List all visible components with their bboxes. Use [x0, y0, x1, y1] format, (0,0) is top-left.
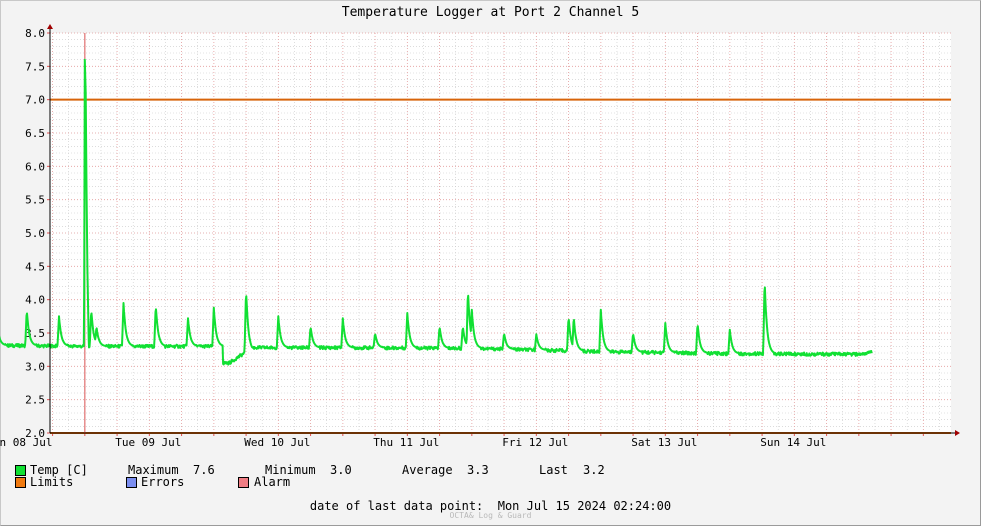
x-tick-label: Thu 11 Jul: [373, 436, 439, 449]
stat-last-value: 3.2: [583, 463, 605, 477]
y-tick-label: 4.5: [25, 260, 45, 273]
y-axis-arrow: [47, 24, 53, 29]
chart-title: Temperature Logger at Port 2 Channel 5: [341, 5, 640, 20]
legend-swatch-alarm: [238, 477, 249, 488]
x-axis-arrow: [955, 430, 960, 436]
legend-label-temp: Temp [C]: [30, 463, 88, 477]
stat-maximum-value: 7.6: [193, 463, 215, 477]
stat-average-value: 3.3: [467, 463, 489, 477]
x-tick-label: Wed 10 Jul: [244, 436, 310, 449]
legend-swatch-errors: [126, 477, 137, 488]
legend-label-limits: Limits: [30, 475, 74, 489]
x-tick-label: Fri 12 Jul: [502, 436, 568, 449]
temp-series-line: [0, 58, 873, 366]
y-tick-label: 2.0: [25, 427, 45, 440]
y-tick-label: 7.5: [25, 60, 45, 73]
x-tick-label: Mon 08 Jul: [0, 436, 52, 449]
stat-minimum-value: 3.0: [330, 463, 352, 477]
y-tick-label: 3.0: [25, 360, 45, 373]
stat-last-label: Last: [539, 463, 568, 477]
last-data-point-label: date of last data point:: [309, 499, 484, 513]
y-tick-label: 5.5: [25, 194, 45, 207]
y-tick-label: 4.0: [25, 294, 45, 307]
legend-swatch-limits: [15, 477, 26, 488]
legend-label-errors: Errors: [141, 475, 185, 489]
x-tick-label: Tue 09 Jul: [115, 436, 181, 449]
watermark: OCTA& Log & Guard: [449, 511, 532, 520]
stat-minimum-label: Minimum: [265, 463, 316, 477]
last-data-point-value: Mon Jul 15 2024 02:24:00: [497, 499, 672, 513]
legend-swatch-temp: [15, 465, 26, 476]
y-tick-label: 8.0: [25, 27, 45, 40]
y-tick-label: 6.0: [25, 160, 45, 173]
y-tick-label: 6.5: [25, 127, 45, 140]
x-tick-label: Sun 14 Jul: [760, 436, 826, 449]
legend-label-alarm: Alarm: [254, 475, 291, 489]
stat-maximum-label: Maximum: [128, 463, 179, 477]
x-tick-label: Sat 13 Jul: [631, 436, 697, 449]
y-tick-label: 7.0: [25, 94, 45, 107]
y-tick-label: 5.0: [25, 227, 45, 240]
last-data-point: date of last data point: Mon Jul 15 2024…: [0, 499, 981, 513]
y-tick-label: 2.5: [25, 394, 45, 407]
stat-average-label: Average: [402, 463, 453, 477]
